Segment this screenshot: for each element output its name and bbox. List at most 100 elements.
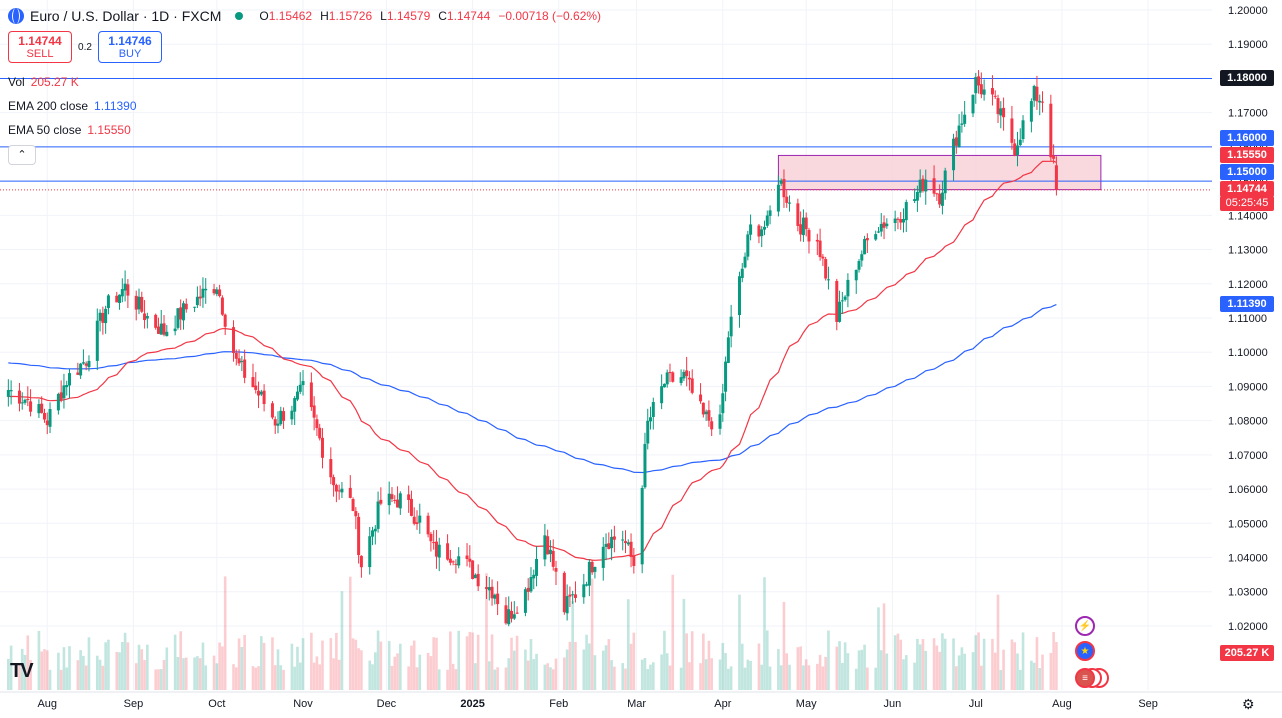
volume-bar xyxy=(702,633,705,690)
volume-bar xyxy=(571,601,574,690)
volume-bar xyxy=(232,664,235,690)
volume-bar xyxy=(184,657,188,690)
volume-bar xyxy=(7,658,10,690)
lightning-icon[interactable]: ⚡ xyxy=(1075,616,1095,636)
volume-bar xyxy=(368,660,372,690)
volume-bar xyxy=(585,634,588,690)
us-flag-icon[interactable]: ≡ xyxy=(1075,668,1095,688)
tradingview-logo[interactable]: TV xyxy=(10,660,34,683)
candle-body xyxy=(760,229,764,237)
volume-bar xyxy=(757,643,761,690)
candle-body xyxy=(554,568,558,572)
candle-body xyxy=(710,421,714,430)
candle-body xyxy=(854,269,858,281)
volume-bar xyxy=(20,648,24,690)
volume-bar xyxy=(59,669,63,690)
candle-body xyxy=(354,511,358,517)
volume-bar xyxy=(82,655,85,690)
volume-bar xyxy=(565,649,569,690)
volume-bar xyxy=(301,638,305,690)
volume-bar xyxy=(104,642,107,690)
symbol-title[interactable]: Euro / U.S. Dollar · 1D · FXCM xyxy=(30,8,222,24)
candle-body xyxy=(145,316,149,319)
candle-body xyxy=(59,392,63,401)
price-tag-level-low: 1.15000 xyxy=(1220,164,1274,180)
volume-bar xyxy=(273,665,277,690)
candle-body xyxy=(476,573,480,587)
candle-body xyxy=(457,556,461,566)
candle-body xyxy=(896,218,900,220)
volume-bar xyxy=(952,638,955,690)
candle-body xyxy=(376,501,380,529)
candle-body xyxy=(340,488,344,493)
volume-bar xyxy=(841,662,844,690)
candle-body xyxy=(801,217,805,236)
volume-bar xyxy=(1041,654,1044,690)
sell-button[interactable]: 1.14744 SELL xyxy=(8,31,72,63)
volume-bar xyxy=(84,665,88,690)
volume-bar xyxy=(29,660,32,690)
volume-bar xyxy=(221,646,224,690)
candle-body xyxy=(590,561,594,573)
time-tick-label: Sep xyxy=(1138,698,1158,710)
volume-bar xyxy=(640,659,644,690)
eu-flag-icon[interactable]: ★ xyxy=(1075,641,1095,661)
candle-body xyxy=(582,584,586,598)
volume-indicator-legend[interactable]: Vol 205.27 K xyxy=(8,75,79,89)
ema50-legend[interactable]: EMA 50 close 1.15550 xyxy=(8,123,131,137)
candle-body xyxy=(546,536,550,555)
candle-body xyxy=(523,589,527,613)
volume-bar xyxy=(863,644,866,690)
volume-bar xyxy=(115,651,119,690)
candle-body xyxy=(257,390,261,396)
candle-body xyxy=(838,301,842,322)
candle-body xyxy=(357,516,361,556)
candle-body xyxy=(234,352,238,359)
volume-bar xyxy=(1030,660,1033,690)
candle-body xyxy=(432,542,436,544)
candles xyxy=(6,70,1058,627)
price-tick-label: 1.09000 xyxy=(1228,381,1268,393)
candle-body xyxy=(971,94,975,114)
candle-body xyxy=(415,522,419,525)
candle-body xyxy=(309,382,313,408)
close-label: C xyxy=(438,9,447,23)
volume-bar xyxy=(613,666,616,690)
volume-bar xyxy=(779,665,783,690)
candle-body xyxy=(665,372,669,385)
settings-gear-icon[interactable]: ⚙ xyxy=(1242,696,1255,712)
volume-bar xyxy=(601,650,605,690)
candle-body xyxy=(162,323,166,335)
candle-body xyxy=(1054,165,1058,190)
candle-body xyxy=(818,240,822,258)
price-tick-label: 1.05000 xyxy=(1228,518,1268,530)
volume-bar xyxy=(763,577,766,690)
volume-bar xyxy=(515,635,519,690)
candle-body xyxy=(223,314,227,327)
open-value: 1.15462 xyxy=(268,9,313,23)
ema200-legend[interactable]: EMA 200 close 1.11390 xyxy=(8,99,137,113)
volume-bar xyxy=(493,669,497,690)
symbol-header[interactable]: Euro / U.S. Dollar · 1D · FXCM O1.15462 … xyxy=(8,6,601,26)
candle-body xyxy=(490,586,494,599)
candle-body xyxy=(95,320,99,361)
candle-body xyxy=(643,443,647,488)
candle-body xyxy=(315,419,319,429)
candle-body xyxy=(726,337,730,363)
candle-body xyxy=(1013,143,1017,156)
candle-body xyxy=(379,499,383,504)
candle-body xyxy=(181,303,185,321)
candle-body xyxy=(685,370,689,377)
candle-body xyxy=(668,371,672,374)
collapse-legend-button[interactable]: ⌃ xyxy=(8,145,36,165)
candle-body xyxy=(351,498,355,511)
price-tick-label: 1.02000 xyxy=(1228,621,1268,633)
price-tick-label: 1.03000 xyxy=(1228,587,1268,599)
volume-bar xyxy=(457,630,460,690)
volume-bar xyxy=(396,653,399,690)
logo-text: TV xyxy=(10,660,34,682)
buy-button[interactable]: 1.14746 BUY xyxy=(98,31,162,63)
candle-body xyxy=(465,555,469,560)
volume-bar xyxy=(668,665,672,690)
